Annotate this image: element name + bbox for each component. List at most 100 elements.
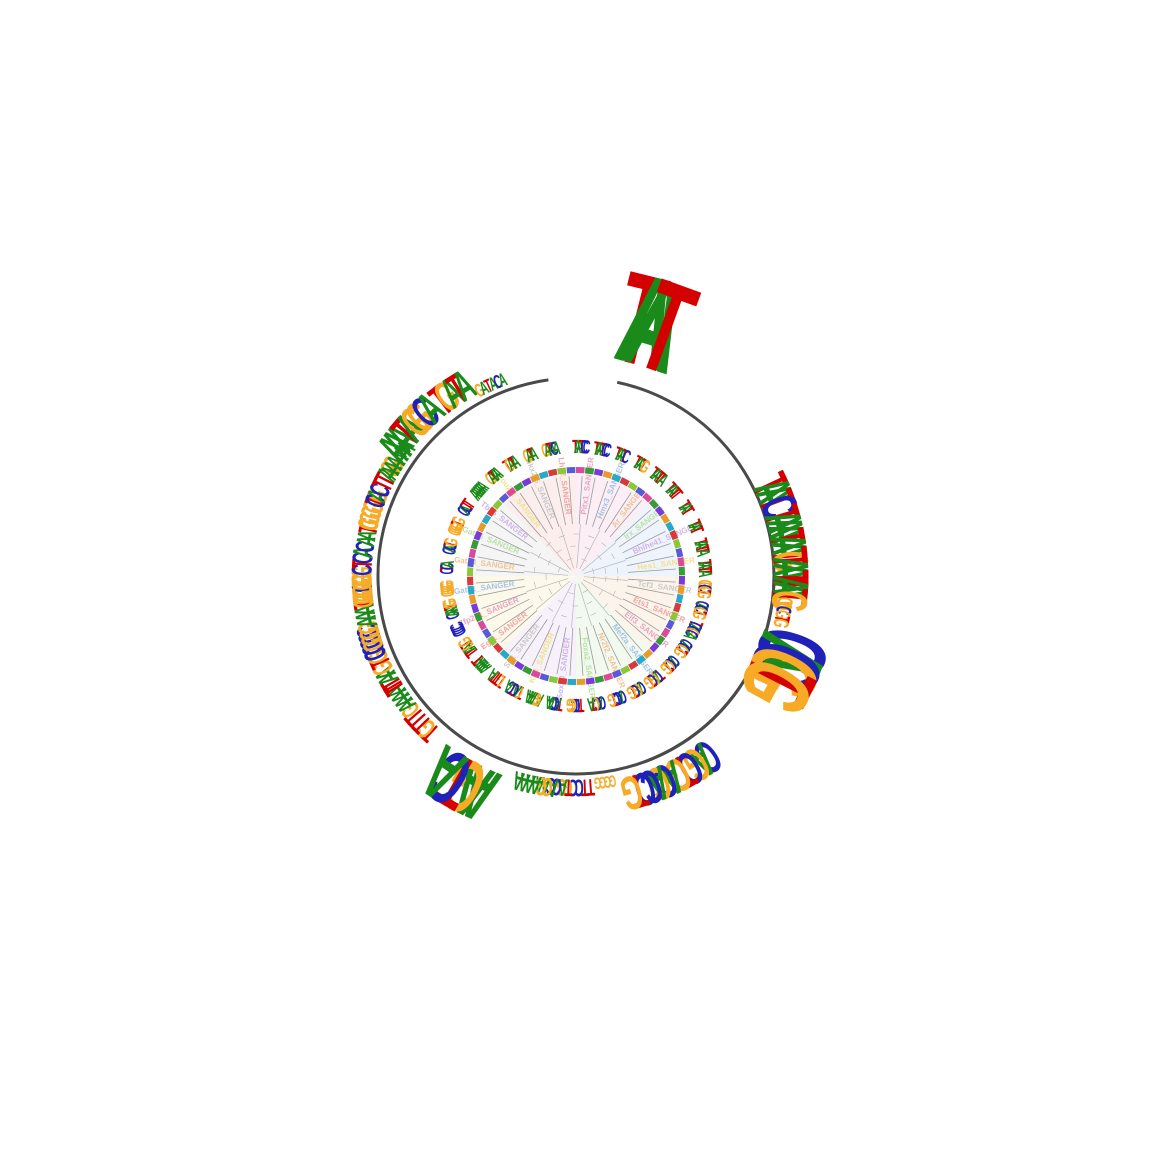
tree-internal-branch <box>582 579 623 601</box>
tree-leaf-branch <box>476 569 525 574</box>
logo-letter: A <box>351 534 382 549</box>
tree-clade-shade <box>576 576 603 678</box>
tree-internal-branches <box>545 545 607 607</box>
tree-leaf-branch <box>627 578 676 583</box>
logo-letter: C <box>580 437 589 459</box>
logo-letter: C <box>574 773 584 800</box>
tree-internal-branch <box>526 578 569 592</box>
leaf-color-segment <box>529 473 541 483</box>
tree-clade-shade <box>576 477 616 576</box>
logo-letter: A <box>691 547 713 558</box>
leaf-color-segment <box>486 506 497 517</box>
leaf-color-segment <box>675 547 684 558</box>
tree-clade-shade <box>525 576 576 671</box>
leaf-color-segment <box>635 654 647 665</box>
logo-letter: A <box>576 437 584 458</box>
tree-leaf-branch <box>627 568 676 573</box>
tree-clade-shade <box>576 549 678 576</box>
tree-clade-shade <box>576 487 639 576</box>
tree-leaf-branch <box>509 500 542 538</box>
tree-clade-shade <box>576 481 627 576</box>
logo-letter: G <box>346 572 378 585</box>
logo-letter: C <box>545 772 558 800</box>
tree-clade-shade <box>474 576 576 590</box>
tree-leaf-branch <box>543 625 560 671</box>
tree-clade-shade <box>474 549 576 576</box>
tree-leaf-branch <box>481 543 527 560</box>
leaf-color-segment <box>669 529 679 541</box>
tree-clade-shade <box>477 536 576 576</box>
leaf-color-segment <box>593 468 604 477</box>
logo-letter: C <box>439 545 461 557</box>
tree-internal-branch <box>529 551 570 573</box>
tree-clade-shade <box>474 576 576 603</box>
logo-letter: T <box>578 437 586 458</box>
logo-letter: A <box>348 602 382 619</box>
logo-letter: T <box>694 568 715 576</box>
leaf-color-segment <box>477 620 487 631</box>
leaf-color-segment <box>548 675 559 684</box>
tree-leaf-branch <box>625 592 671 609</box>
logo-letter: G <box>565 694 574 715</box>
logo-letter: G <box>770 608 796 622</box>
tree-leaf-branch <box>622 531 666 554</box>
tree-clade-shade <box>576 576 665 639</box>
logo-letter: A <box>593 438 604 460</box>
tree-clade-shade <box>487 513 576 576</box>
tree-clade-shade <box>513 487 576 576</box>
logo-letter: T <box>564 773 573 801</box>
logo-letter: A <box>586 693 596 715</box>
tree-clade-shade <box>562 576 576 678</box>
logo-letter: G <box>555 773 567 801</box>
logo-letter: C <box>437 562 459 571</box>
tree-leaf-branch <box>481 592 527 609</box>
leaf-color-segment <box>672 538 682 549</box>
tree-leaf-branch <box>626 585 675 596</box>
logo-letter: G <box>693 581 715 591</box>
cluster-arc <box>388 643 559 775</box>
logo-letter: G <box>346 578 379 592</box>
leaf-color-segment <box>673 602 682 613</box>
tree-leaf-branch <box>614 509 652 542</box>
phylogenetic-tree <box>474 474 678 678</box>
logo-letter: A <box>762 555 820 578</box>
tree-leaf-branch <box>531 622 554 667</box>
tree-clade-shade <box>536 576 576 675</box>
leaf-color-ring <box>466 466 686 686</box>
logo-letter: A <box>761 579 819 603</box>
tree-leaf-branch <box>476 579 525 584</box>
logo-letter: A <box>693 563 715 572</box>
logo-letter: C <box>437 567 458 575</box>
logo-letter: G <box>590 692 601 714</box>
logo-letter: C <box>549 438 560 460</box>
leaf-color-segment <box>473 611 483 623</box>
tree-leaf-branch <box>585 626 597 675</box>
logo-letter: T <box>575 694 582 715</box>
logo-letter: C <box>573 694 581 715</box>
tree-leaf-branch <box>604 492 632 533</box>
tree-leaf-branch <box>579 627 584 676</box>
leaf-color-segment <box>514 660 525 671</box>
logo-letter: T <box>577 694 585 715</box>
leaf-color-segment <box>482 628 492 639</box>
cluster-arc <box>643 575 776 764</box>
tree-clade-shade <box>549 474 576 576</box>
leaf-color-segment <box>669 611 679 622</box>
logo-letter: T <box>440 601 462 613</box>
logo-letter: G <box>772 596 798 608</box>
logo-letter: T <box>572 437 579 458</box>
